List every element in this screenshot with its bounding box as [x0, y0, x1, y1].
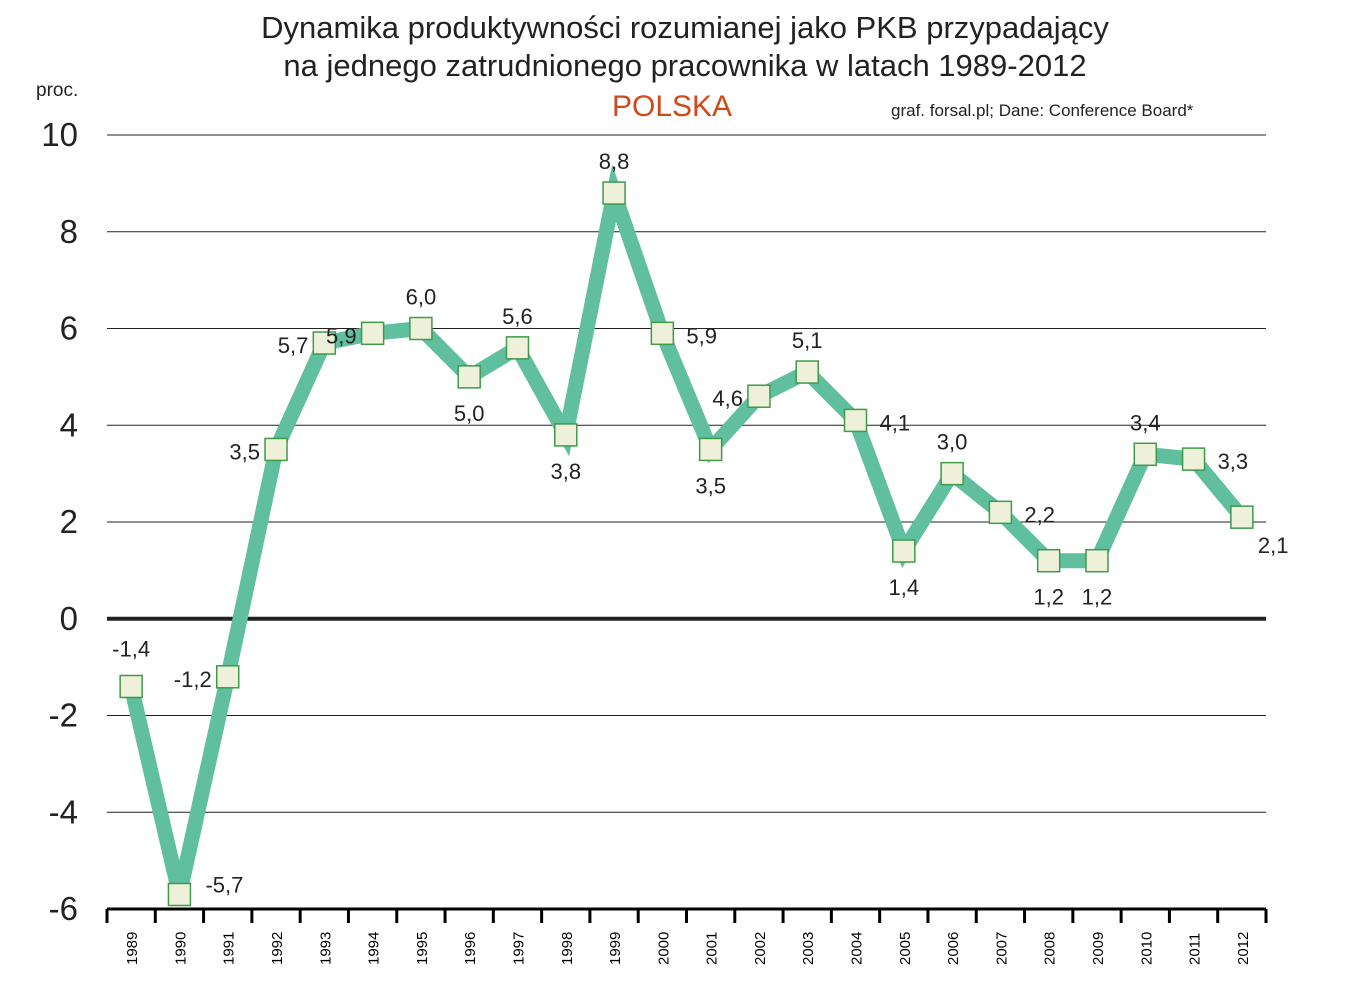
- x-tick-label: 2001: [704, 932, 721, 965]
- data-label: 3,0: [937, 430, 968, 455]
- x-tick-label: 1994: [366, 932, 383, 965]
- x-tick-label: 1992: [269, 932, 286, 965]
- y-tick-label: -6: [49, 890, 78, 927]
- x-tick-label: 2002: [752, 932, 769, 965]
- data-point-marker: [457, 365, 481, 389]
- x-tick-label: 1998: [559, 932, 576, 965]
- x-tick-label: 1996: [462, 932, 479, 965]
- x-tick-label: 1995: [414, 932, 431, 965]
- data-label: 3,8: [550, 459, 581, 484]
- x-tick-label: 1999: [607, 932, 624, 965]
- y-tick-label: 6: [60, 310, 78, 347]
- data-point-marker: [795, 360, 819, 384]
- data-point-marker: [119, 674, 143, 699]
- x-tick-label: 2008: [1042, 932, 1059, 965]
- data-label: 3,4: [1130, 410, 1161, 435]
- data-point-marker: [988, 500, 1013, 525]
- y-tick-label: 8: [60, 213, 78, 250]
- y-tick-label: 2: [60, 503, 78, 540]
- chart-title-line-2: na jednego zatrudnionego pracownika w la…: [283, 48, 1087, 83]
- data-label: 2,1: [1258, 533, 1289, 558]
- x-tick-label: 1997: [510, 932, 527, 965]
- series-line: [123, 164, 1248, 897]
- data-point-marker: [312, 331, 337, 355]
- data-point-marker: [1181, 447, 1206, 471]
- data-point-marker: [650, 321, 675, 346]
- data-point-marker: [698, 437, 723, 462]
- data-label: 3,3: [1218, 449, 1249, 474]
- x-tick-label: 2004: [849, 932, 866, 965]
- data-point-marker: [409, 316, 433, 341]
- x-tick-label: 1993: [317, 932, 334, 965]
- data-point-marker: [747, 384, 771, 408]
- data-label: 5,0: [454, 401, 485, 426]
- data-label: 4,6: [712, 386, 743, 411]
- data-label: -1,2: [174, 667, 212, 692]
- data-label: 2,2: [1024, 502, 1055, 527]
- data-label: 3,5: [229, 439, 260, 464]
- y-tick-label: -4: [49, 793, 78, 830]
- data-label: 8,8: [599, 149, 630, 174]
- data-point-marker: [892, 539, 916, 563]
- source-note: graf. forsal.pl; Dane: Conference Board*: [891, 101, 1194, 120]
- data-label: 5,6: [502, 304, 533, 329]
- x-tick-label: 1989: [124, 932, 141, 965]
- data-label: 5,7: [278, 333, 309, 358]
- y-tick-label: 0: [60, 600, 78, 637]
- data-label: 4,1: [880, 410, 911, 435]
- data-point-marker: [264, 437, 288, 462]
- data-point-marker: [1230, 505, 1254, 529]
- data-point-marker: [554, 423, 578, 447]
- chart-title-line-1: Dynamika produktywności rozumianej jako …: [261, 10, 1109, 45]
- data-point-marker: [602, 181, 626, 205]
- data-label: 5,1: [792, 328, 823, 353]
- data-label: -1,4: [112, 636, 150, 661]
- data-label: 5,9: [326, 323, 357, 348]
- x-tick-label: 2003: [800, 932, 817, 965]
- data-point-marker: [215, 665, 240, 689]
- data-point-marker: [1036, 548, 1061, 573]
- data-label: 5,9: [686, 323, 717, 348]
- data-point-marker: [1085, 548, 1109, 573]
- data-point-marker: [843, 408, 868, 433]
- chart-subtitle: POLSKA: [612, 90, 733, 123]
- data-label: 1,2: [1033, 585, 1064, 610]
- x-tick-label: 2011: [1187, 933, 1204, 965]
- data-label: 3,5: [695, 473, 726, 498]
- data-point-marker: [940, 461, 964, 486]
- y-tick-label: 10: [41, 116, 78, 153]
- data-point-marker: [360, 321, 385, 346]
- x-tick-label: 2007: [993, 932, 1010, 965]
- data-point-marker: [505, 336, 530, 360]
- data-label: 6,0: [406, 285, 437, 310]
- y-tick-label: 4: [60, 406, 78, 443]
- data-point-marker: [1133, 442, 1158, 467]
- x-tick-label: 2005: [897, 932, 914, 965]
- data-point-marker: [167, 882, 192, 907]
- x-tick-label: 1991: [221, 932, 238, 965]
- x-tick-label: 2010: [1138, 932, 1155, 965]
- data-label: 1,2: [1082, 585, 1113, 610]
- x-tick-label: 2012: [1235, 932, 1252, 965]
- x-tick-label: 2009: [1090, 932, 1107, 965]
- data-label: 1,4: [889, 575, 920, 600]
- y-axis-unit-label: proc.: [36, 80, 79, 101]
- x-tick-label: 2006: [945, 932, 962, 965]
- y-tick-label: -2: [49, 697, 78, 734]
- data-label: -5,7: [205, 872, 243, 897]
- x-tick-label: 2000: [655, 932, 672, 965]
- x-tick-label: 1990: [172, 932, 189, 965]
